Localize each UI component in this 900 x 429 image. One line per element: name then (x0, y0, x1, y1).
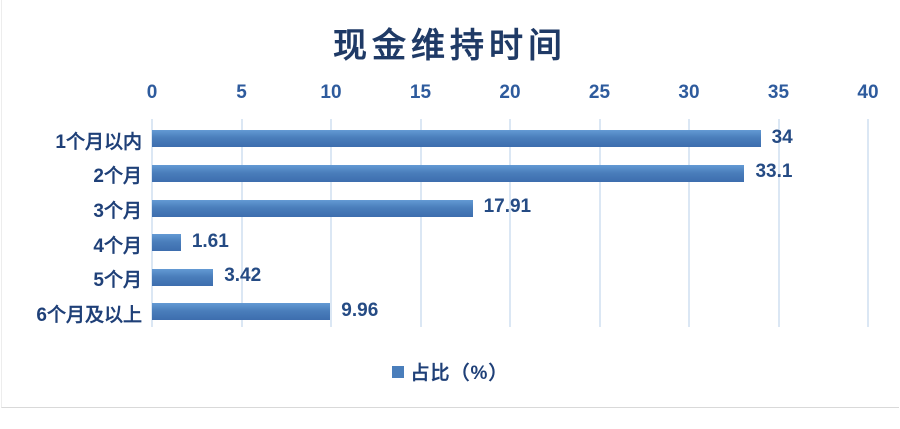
category-label: 5个月 (93, 270, 142, 292)
value-label: 34 (771, 126, 793, 148)
x-axis-tick-label: 5 (236, 82, 247, 103)
value-label: 17.91 (483, 196, 532, 217)
bar (152, 303, 331, 321)
value-label: 1.61 (191, 230, 229, 252)
gridline (598, 119, 601, 327)
value-label: 9.96 (341, 299, 379, 321)
x-axis-tick-label: 20 (499, 82, 521, 103)
category-label: 1个月以内 (55, 131, 142, 153)
gridline (688, 119, 690, 327)
x-axis-tick-label: 35 (767, 82, 790, 103)
chart-title: 现金维持时间 (333, 27, 567, 65)
x-axis-tick-label: 0 (146, 82, 158, 103)
x-axis-tick-label: 30 (678, 82, 700, 103)
legend-marker-icon (391, 365, 404, 378)
x-axis-tick-label: 15 (409, 82, 432, 103)
category-label: 2个月 (93, 166, 142, 188)
bar (152, 234, 181, 252)
legend-label: 占比（%） (410, 363, 509, 384)
bar (152, 199, 473, 217)
gridline (151, 119, 153, 327)
value-label: 3.42 (224, 265, 262, 287)
gridline (419, 119, 422, 327)
gridline (240, 119, 243, 327)
x-axis-tick-label: 25 (588, 82, 611, 103)
bar (152, 164, 745, 182)
category-label: 4个月 (93, 235, 142, 257)
legend: 占比（%） (0, 358, 900, 385)
bar (152, 268, 214, 286)
value-label: 33.1 (755, 161, 793, 183)
gridline (330, 119, 332, 327)
gridline (509, 119, 511, 327)
x-axis-tick-label: 10 (320, 82, 342, 103)
category-label: 3个月 (93, 201, 142, 222)
category-label: 6个月及以上 (36, 304, 142, 326)
bar (152, 130, 761, 148)
gridline (777, 119, 780, 327)
x-axis-tick-label: 40 (857, 82, 879, 103)
gridline (867, 119, 869, 327)
